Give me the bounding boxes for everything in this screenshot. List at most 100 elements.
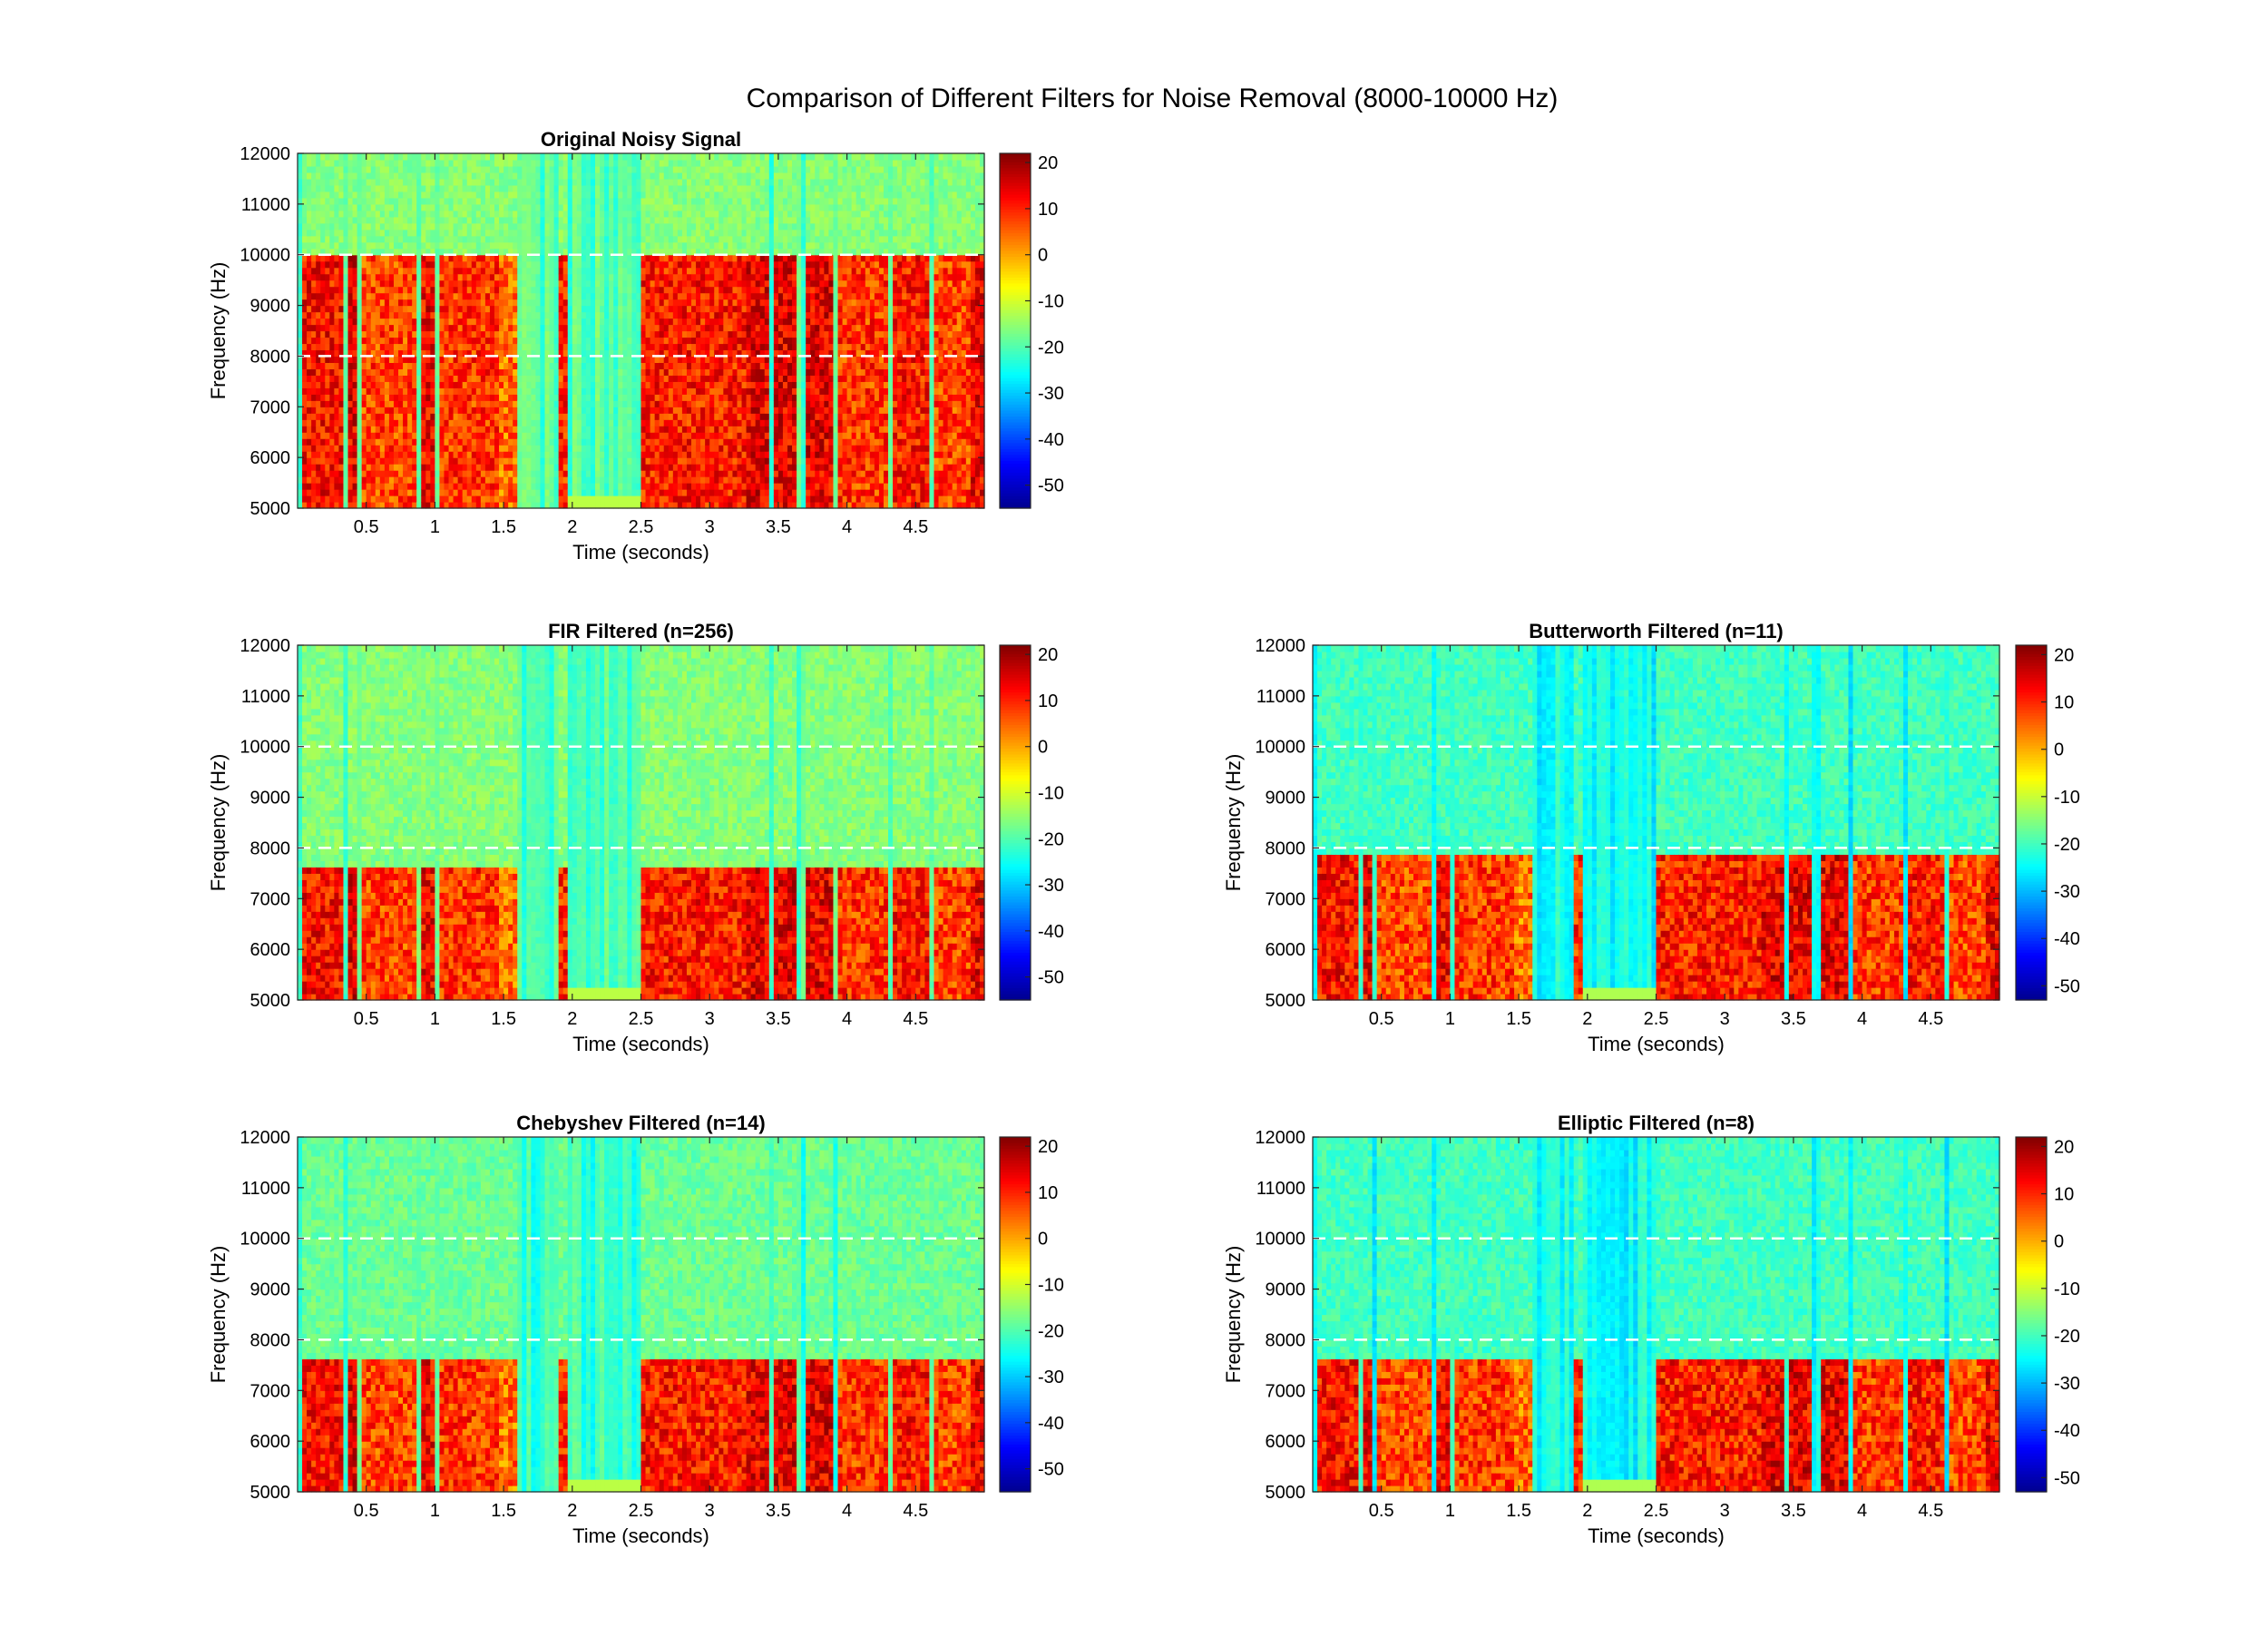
heatmap-cell xyxy=(645,483,651,490)
heatmap-cell xyxy=(393,260,399,269)
heatmap-cell xyxy=(562,318,569,326)
heatmap-cell xyxy=(352,375,358,382)
heatmap-cell xyxy=(600,159,605,167)
heatmap-cell xyxy=(370,368,376,376)
heatmap-cell xyxy=(444,464,450,471)
heatmap-cell xyxy=(613,260,619,269)
heatmap-cell xyxy=(631,451,638,458)
heatmap-cell xyxy=(590,216,596,224)
heatmap-cell xyxy=(484,426,491,433)
heatmap-cell xyxy=(686,362,692,369)
heatmap-cell xyxy=(320,311,326,319)
heatmap-cell xyxy=(316,273,321,281)
heatmap-cell xyxy=(375,248,381,256)
heatmap-cell xyxy=(329,426,335,433)
heatmap-cell xyxy=(393,299,399,307)
heatmap-cell xyxy=(650,165,656,173)
heatmap-cell xyxy=(403,362,408,369)
heatmap-cell xyxy=(343,260,349,269)
heatmap-cell xyxy=(338,279,345,288)
heatmap-cell xyxy=(329,165,335,173)
heatmap-cell xyxy=(435,400,441,407)
heatmap-cell xyxy=(668,356,674,364)
heatmap-cell xyxy=(480,203,486,211)
heatmap-cell xyxy=(677,476,683,484)
heatmap-cell xyxy=(645,178,651,186)
heatmap-cell xyxy=(484,305,491,313)
heatmap-cell xyxy=(430,159,435,167)
heatmap-cell xyxy=(425,413,431,420)
heatmap-cell xyxy=(686,343,692,351)
heatmap-cell xyxy=(590,210,596,218)
heatmap-cell xyxy=(421,451,426,458)
heatmap-cell xyxy=(640,356,647,364)
heatmap-cell xyxy=(357,381,363,388)
heatmap-cell xyxy=(526,254,532,262)
heatmap-cell xyxy=(696,279,701,288)
heatmap-cell xyxy=(581,349,587,358)
heatmap-cell xyxy=(618,394,623,401)
heatmap-cell xyxy=(298,222,303,230)
heatmap-cell xyxy=(604,349,610,358)
heatmap-cell xyxy=(668,178,674,186)
heatmap-cell xyxy=(384,387,390,395)
heatmap-cell xyxy=(631,356,638,364)
heatmap-cell xyxy=(444,451,450,458)
heatmap-cell xyxy=(352,426,358,433)
heatmap-cell xyxy=(302,184,308,192)
heatmap-cell xyxy=(471,470,477,477)
heatmap-cell xyxy=(316,178,321,186)
heatmap-cell xyxy=(425,260,431,269)
heatmap-cell xyxy=(631,254,638,262)
heatmap-cell xyxy=(700,153,706,161)
heatmap-cell xyxy=(595,432,601,439)
heatmap-cell xyxy=(407,311,413,319)
heatmap-cell xyxy=(609,184,614,192)
heatmap-cell xyxy=(645,356,651,364)
heatmap-cell xyxy=(672,502,679,509)
heatmap-cell xyxy=(640,286,647,294)
heatmap-cell xyxy=(613,305,619,313)
heatmap-cell xyxy=(691,172,697,180)
heatmap-cell xyxy=(343,165,349,173)
heatmap-cell xyxy=(622,299,628,307)
heatmap-cell xyxy=(439,178,445,186)
heatmap-cell xyxy=(466,279,473,288)
heatmap-cell xyxy=(334,241,340,250)
heatmap-cell xyxy=(302,349,308,358)
heatmap-cell xyxy=(553,451,560,458)
heatmap-cell xyxy=(329,476,335,484)
heatmap-cell xyxy=(457,349,464,358)
heatmap-cell xyxy=(700,476,706,484)
heatmap-cell xyxy=(590,241,596,250)
heatmap-cell xyxy=(567,210,573,218)
heatmap-cell xyxy=(475,311,482,319)
heatmap-cell xyxy=(407,419,413,426)
heatmap-cell xyxy=(343,375,349,382)
heatmap-cell xyxy=(677,343,683,351)
heatmap-cell xyxy=(640,299,647,307)
heatmap-cell xyxy=(334,400,340,407)
heatmap-cell xyxy=(531,483,537,490)
heatmap-cell xyxy=(403,153,408,161)
heatmap-cell xyxy=(480,191,486,199)
heatmap-cell xyxy=(457,426,464,433)
heatmap-cell xyxy=(407,222,413,230)
heatmap-cell xyxy=(320,318,326,326)
heatmap-cell xyxy=(320,337,326,345)
heatmap-cell xyxy=(384,216,390,224)
heatmap-cell xyxy=(462,426,468,433)
heatmap-cell xyxy=(549,387,555,395)
heatmap-cell xyxy=(453,279,459,288)
heatmap-cell xyxy=(553,305,560,313)
heatmap-cell xyxy=(393,343,399,351)
heatmap-cell xyxy=(604,495,610,503)
heatmap-cell xyxy=(677,159,683,167)
heatmap-cell xyxy=(681,260,688,269)
heatmap-cell xyxy=(357,337,363,345)
heatmap-cell xyxy=(347,279,354,288)
heatmap-cell xyxy=(691,235,697,243)
heatmap-cell xyxy=(370,279,376,288)
heatmap-cell xyxy=(484,445,491,452)
heatmap-cell xyxy=(576,241,582,250)
